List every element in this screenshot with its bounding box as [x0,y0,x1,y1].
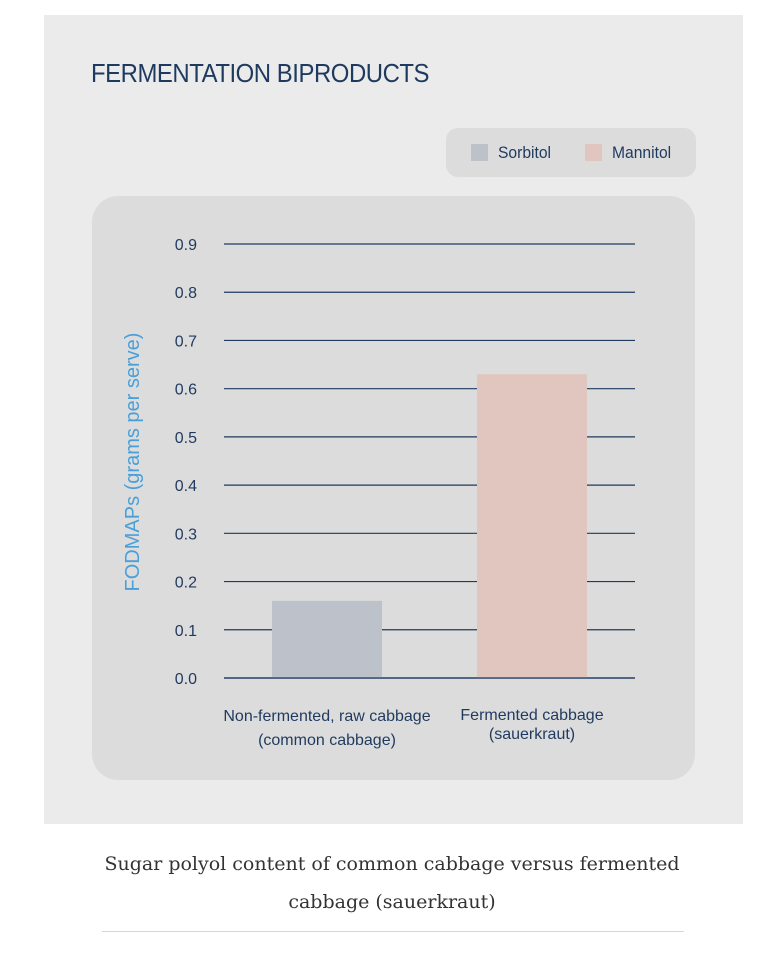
bar-mannitol [477,374,587,678]
y-tick-label: 0.7 [175,333,197,350]
y-tick-label: 0.8 [175,285,197,302]
legend-item-mannitol: Mannitol [585,128,676,177]
y-axis-label: FODMAPs (grams per serve) [122,333,144,592]
y-tick-label: 0.0 [175,671,197,688]
y-tick-label: 0.5 [175,430,197,447]
y-tick-label: 0.3 [175,526,197,543]
y-tick-label: 0.9 [175,237,197,254]
legend-item-sorbitol: Sorbitol [471,128,556,177]
y-tick-label: 0.4 [175,478,197,495]
legend-label-sorbitol: Sorbitol [498,142,552,162]
y-tick-label: 0.2 [175,575,197,592]
y-tick-label: 0.6 [175,382,197,399]
y-tick-label: 0.1 [175,623,197,640]
chart-legend: Sorbitol Mannitol [446,128,696,177]
x-tick-label: (common cabbage) [258,732,396,749]
x-tick-label: Fermented cabbage [460,707,603,724]
chart-title: FERMENTATION BIPRODUCTS [91,58,430,88]
x-tick-label: (sauerkraut) [489,726,575,743]
legend-label-mannitol: Mannitol [612,142,672,162]
x-tick-label: Non-fermented, raw cabbage [223,708,430,725]
legend-swatch-mannitol [585,144,602,161]
legend-swatch-sorbitol [471,144,488,161]
plot-area [92,196,695,780]
figure-caption: Sugar polyol content of common cabbage v… [104,853,680,913]
caption-divider [102,931,684,932]
bar-sorbitol [272,600,382,678]
